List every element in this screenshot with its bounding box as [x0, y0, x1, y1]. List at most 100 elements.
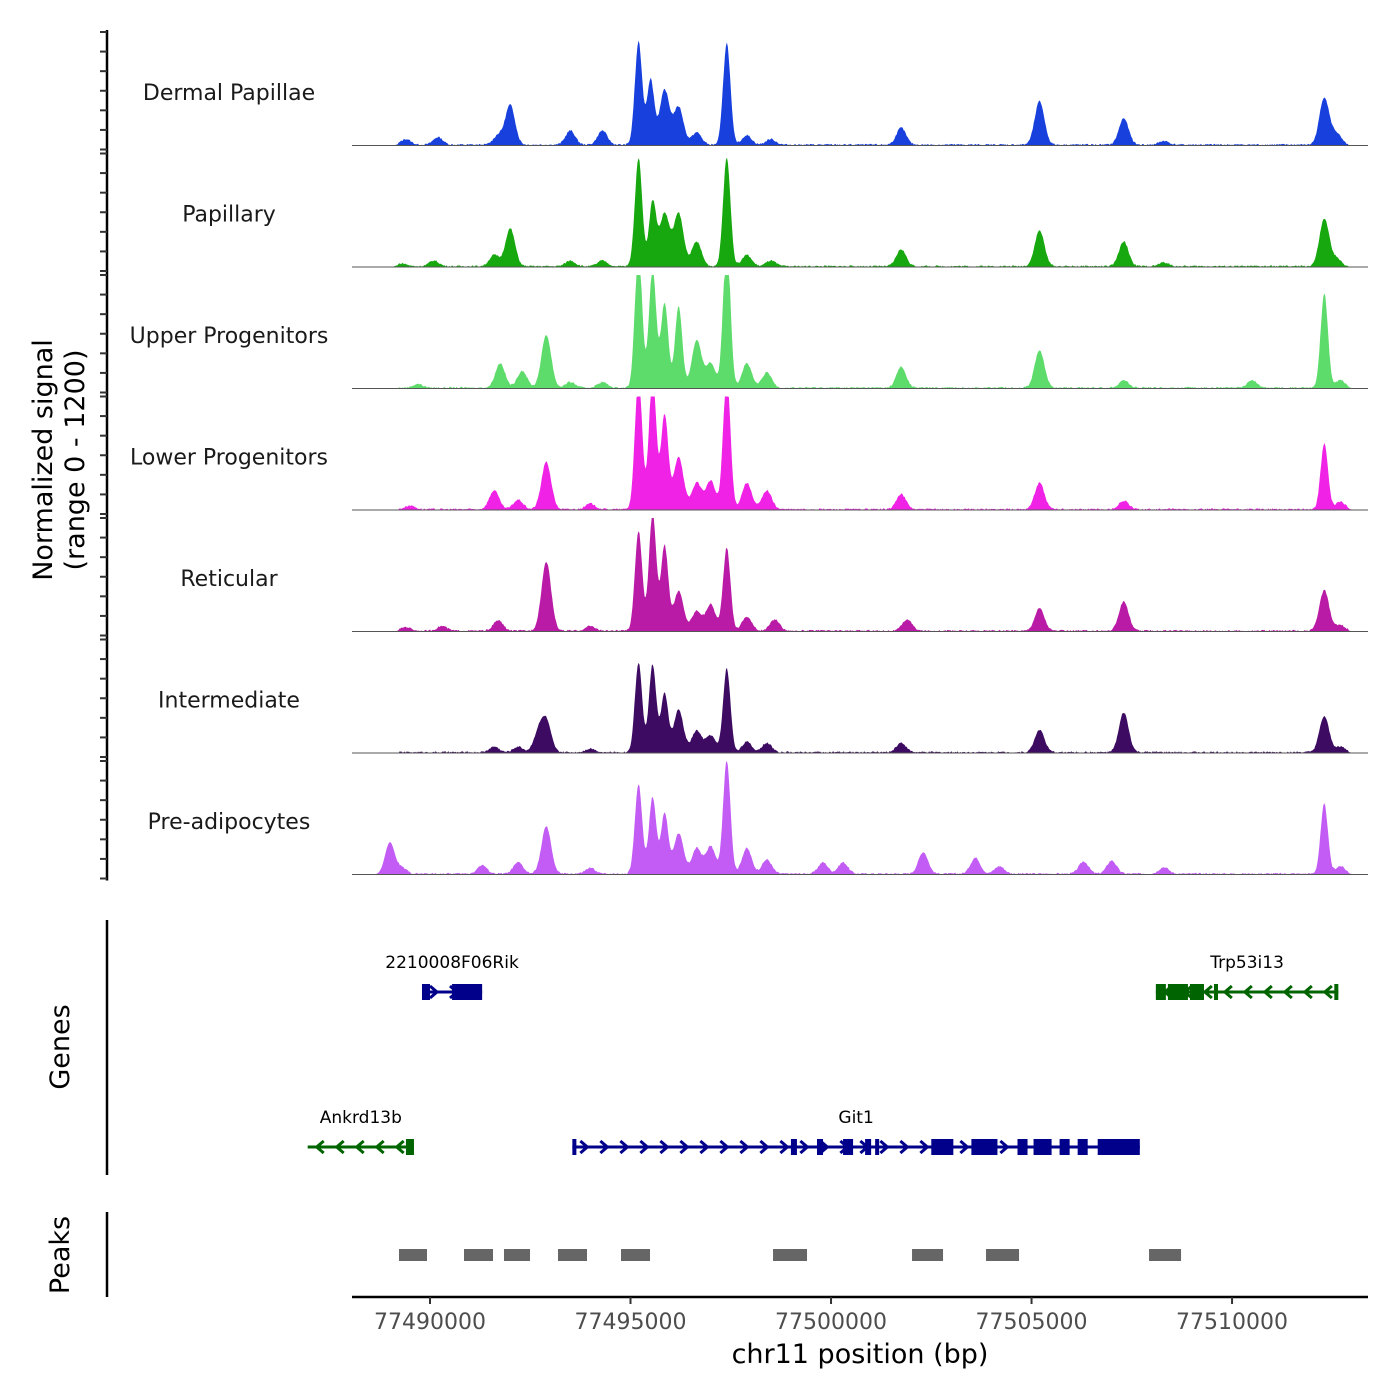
x-tick-label: 77505000 [976, 1310, 1088, 1335]
signal-track-lower-progenitors: Lower Progenitors [100, 395, 1368, 515]
gene-exon [452, 984, 483, 1000]
signal-track-reticular: Reticular [100, 517, 1368, 637]
signal-tracks: Dermal Papillae Papillary Upper Progenitor… [100, 31, 1368, 880]
strand-arrow-icon [1242, 984, 1253, 1000]
gene-exon [1017, 1139, 1028, 1155]
gene-exon [572, 1139, 577, 1155]
strand-arrow-icon [1282, 984, 1293, 1000]
strand-arrow-icon [579, 1139, 590, 1155]
gene-ankrd13b: Ankrd13b [307, 1108, 414, 1155]
signal-area [352, 157, 1368, 267]
gene-label: Git1 [838, 1108, 873, 1128]
track-label: Reticular [180, 567, 278, 592]
signal-track-pre-adipocytes: Pre-adipocytes [100, 760, 1368, 880]
track-label: Lower Progenitors [130, 446, 328, 471]
track-label: Dermal Papillae [143, 81, 315, 106]
gene-exon [843, 1139, 854, 1155]
signal-area [352, 761, 1368, 875]
strand-arrow-icon [619, 1139, 630, 1155]
gene-exon [875, 1139, 880, 1155]
strand-arrow-icon [759, 1139, 770, 1155]
strand-arrow-icon [599, 1139, 610, 1155]
signal-area [352, 396, 1368, 510]
gene-label: 2210008F06Rik [385, 953, 519, 973]
track-label: Intermediate [158, 689, 300, 714]
signal-track-papillary: Papillary [100, 152, 1368, 272]
y-axis-title-line2: (range 0 - 1200) [60, 350, 91, 571]
strand-arrow-icon [374, 1139, 385, 1155]
strand-arrow-icon [899, 1139, 910, 1155]
gene-exon [931, 1139, 954, 1155]
signal-area [352, 275, 1368, 389]
track-label: Papillary [182, 203, 276, 228]
signal-track-upper-progenitors: Upper Progenitors [100, 274, 1368, 394]
gene-exon [865, 1139, 872, 1155]
strand-arrow-icon [719, 1139, 730, 1155]
x-tick-label: 77510000 [1176, 1310, 1288, 1335]
strand-arrow-icon [959, 1139, 970, 1155]
strand-arrow-icon [659, 1139, 670, 1155]
gene-exon [790, 1139, 797, 1155]
track-label: Pre-adipocytes [148, 810, 311, 835]
strand-arrow-icon [1202, 984, 1213, 1000]
gene-track: 2210008F06Rik Trp53i13 Ankrd13b Git1 [307, 953, 1339, 1155]
strand-arrow-icon [1302, 984, 1313, 1000]
peak-region [558, 1249, 588, 1261]
peak-region [912, 1249, 944, 1261]
strand-arrow-icon [1322, 984, 1333, 1000]
gene-exon [1097, 1139, 1140, 1155]
strand-arrow-icon [799, 1139, 810, 1155]
x-axis-title: chr11 position (bp) [732, 1339, 989, 1370]
strand-arrow-icon [639, 1139, 650, 1155]
peak-region [464, 1249, 494, 1261]
gene-label: Trp53i13 [1209, 953, 1284, 973]
y-axis-title-line1: Normalized signal [28, 339, 59, 581]
gene-2210008f06rik: 2210008F06Rik [385, 953, 519, 1000]
x-tick-label: 77490000 [374, 1310, 486, 1335]
peak-region [503, 1249, 531, 1261]
gene-trp53i13: Trp53i13 [1155, 953, 1339, 1000]
x-tick-label: 77500000 [775, 1310, 887, 1335]
gene-exon [421, 984, 430, 1000]
strand-arrow-icon [699, 1139, 710, 1155]
peak-region [986, 1249, 1020, 1261]
strand-arrow-icon [334, 1139, 345, 1155]
gene-exon [1033, 1139, 1052, 1155]
genes-section-label: Genes [45, 1004, 76, 1089]
strand-arrow-icon [739, 1139, 750, 1155]
x-axis-ticks: 77490000 77495000 77500000 77505000 77510000 [374, 1297, 1288, 1335]
strand-arrow-icon [314, 1139, 325, 1155]
peak-region [399, 1249, 427, 1261]
signal-area [352, 662, 1368, 753]
peak-track [399, 1249, 1182, 1261]
x-tick-label: 77495000 [575, 1310, 687, 1335]
gene-label: Ankrd13b [320, 1108, 402, 1128]
signal-track-dermal-papillae: Dermal Papillae [100, 31, 1368, 151]
gene-exon [1059, 1139, 1070, 1155]
gene-git1: Git1 [572, 1108, 1140, 1155]
signal-area [352, 40, 1368, 146]
gene-exon [1334, 984, 1339, 1000]
gene-exon [1077, 1139, 1088, 1155]
gene-exon [1189, 984, 1204, 1000]
track-label: Upper Progenitors [130, 324, 329, 349]
strand-arrow-icon [679, 1139, 690, 1155]
peaks-section-label: Peaks [45, 1216, 76, 1294]
strand-arrow-icon [999, 1139, 1010, 1155]
gene-exon [971, 1139, 998, 1155]
strand-arrow-icon [1262, 984, 1273, 1000]
gene-exon [1155, 984, 1166, 1000]
gene-exon [1214, 984, 1219, 1000]
strand-arrow-icon [394, 1139, 405, 1155]
strand-arrow-icon [919, 1139, 930, 1155]
strand-arrow-icon [1222, 984, 1233, 1000]
strand-arrow-icon [354, 1139, 365, 1155]
gene-exon [816, 1139, 824, 1155]
gene-exon [1167, 984, 1188, 1000]
signal-track-intermediate: Intermediate [100, 638, 1368, 758]
strand-arrow-icon [779, 1139, 790, 1155]
peak-region [1149, 1249, 1182, 1261]
signal-area [352, 518, 1368, 632]
peak-region [773, 1249, 808, 1261]
